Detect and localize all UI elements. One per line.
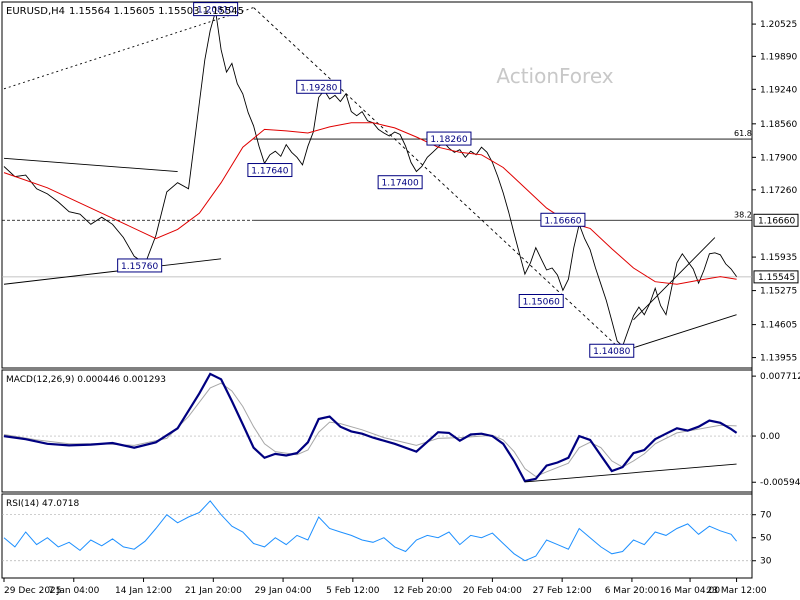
price-tick-label: 1.15935: [760, 253, 797, 263]
upper-channel-line: [3, 157, 178, 172]
fib-level-label: 38.2: [734, 210, 752, 219]
current-price-tag: 1.15545: [758, 273, 795, 283]
price-label-box: [540, 212, 586, 227]
price-label-text: 1.20810: [197, 6, 234, 16]
time-tick-label: 21 Jan 20:00: [185, 586, 242, 596]
watermark: ActionForex: [496, 64, 613, 88]
price-label-text: 1.16660: [544, 216, 581, 226]
time-tick-label: 20 Feb 04:00: [463, 586, 522, 596]
lower-channel-line: [3, 258, 222, 285]
dotted-trend-line: [3, 7, 254, 90]
price-label-box: [117, 258, 163, 273]
price-label-box: [247, 163, 293, 178]
macd-tick-label: 0.00: [760, 432, 780, 442]
price-label-text: 1.17400: [382, 179, 419, 189]
price-tick-label: 1.13955: [760, 354, 797, 364]
price-tick-label: 1.17260: [760, 186, 797, 196]
symbol-label: EURUSD,H4 1.15564 1.15605 1.15503 1.15545: [6, 6, 244, 17]
rsi-series: RSI(14) 47.0718: [2, 499, 752, 562]
ohlc-text: 1.15564 1.15605 1.15503 1.15545: [69, 6, 244, 17]
macd-tick-label: 0.007712: [760, 372, 800, 382]
dashed-channel-line: [253, 7, 623, 352]
time-tick-label: 12 Feb 20:00: [393, 586, 452, 596]
axis-labels: 1.20525 1.19890 1.19240 1.18560 1.17900 1.172…: [3, 20, 800, 596]
price-label-box: [426, 131, 472, 146]
rsi-tick-label: 50: [760, 534, 772, 544]
price-label-text: 1.18260: [430, 135, 467, 145]
price-tick-label: 1.14605: [760, 321, 797, 331]
price-tick-label: 1.17900: [760, 153, 797, 163]
rising-wedge-line: [633, 237, 716, 321]
price-label-box: [377, 175, 423, 190]
rsi-tick-label: 70: [760, 511, 772, 521]
macd-trend-line: [524, 463, 737, 483]
price-tick-label: 1.19890: [760, 52, 797, 62]
moving-average-line: [3, 122, 737, 285]
time-tick-label: 27 Feb 12:00: [533, 586, 592, 596]
time-tick-label: 14 Jan 12:00: [115, 586, 172, 596]
rising-support-line: [622, 314, 737, 352]
price-label-box: [296, 79, 342, 94]
macd-tick-label: -0.005944: [760, 478, 800, 488]
price-tick-label: 1.19240: [760, 85, 797, 95]
panel-frames: [1, 1, 753, 579]
trend-drawings: 61.8 38.2: [2, 7, 752, 352]
price-label-text: 1.19280: [300, 83, 337, 93]
price-series: [3, 10, 737, 348]
price-label-box: [193, 2, 239, 17]
time-tick-label: 16 Mar 04:00: [660, 586, 720, 596]
price-label-box: [518, 294, 564, 309]
time-tick-label: 29 Dec 2025: [4, 586, 62, 596]
macd-title: MACD(12,26,9) 0.000446 0.001293: [6, 375, 166, 385]
price-label-box: [589, 343, 635, 358]
price-label-text: 1.15060: [523, 298, 560, 308]
time-tick-label: 23 Mar 12:00: [707, 586, 767, 596]
time-tick-label: 5 Feb 12:00: [326, 586, 380, 596]
time-tick-label: 29 Jan 04:00: [255, 586, 312, 596]
macd-series: MACD(12,26,9) 0.000446 0.001293: [2, 372, 752, 483]
fib-level-label: 61.8: [734, 129, 752, 138]
price-tick-label: 1.20525: [760, 20, 797, 30]
rsi-title: RSI(14) 47.0718: [6, 499, 79, 509]
price-label-text: 1.15760: [121, 262, 158, 272]
current-price-tag-box: [753, 270, 799, 284]
rsi-tick-label: 30: [760, 557, 772, 567]
price-tick-label: 1.15275: [760, 287, 797, 297]
level-price-tag: 1.16660: [758, 216, 795, 226]
macd-line: [3, 372, 738, 483]
price-label-text: 1.14080: [593, 347, 630, 357]
level-price-tag-box: [753, 213, 799, 227]
price-labels: 1.20810 1.19280 1.17640 1.17400 1.18260 1.157…: [117, 2, 635, 358]
price-tick-label: 1.18560: [760, 120, 797, 130]
price-line: [3, 10, 737, 348]
time-tick-label: 7 Jan 04:00: [48, 586, 100, 596]
rsi-line: [3, 500, 737, 562]
symbol-text: EURUSD,H4: [6, 6, 65, 17]
time-tick-label: 6 Mar 20:00: [605, 586, 660, 596]
price-label-text: 1.17640: [251, 167, 288, 177]
